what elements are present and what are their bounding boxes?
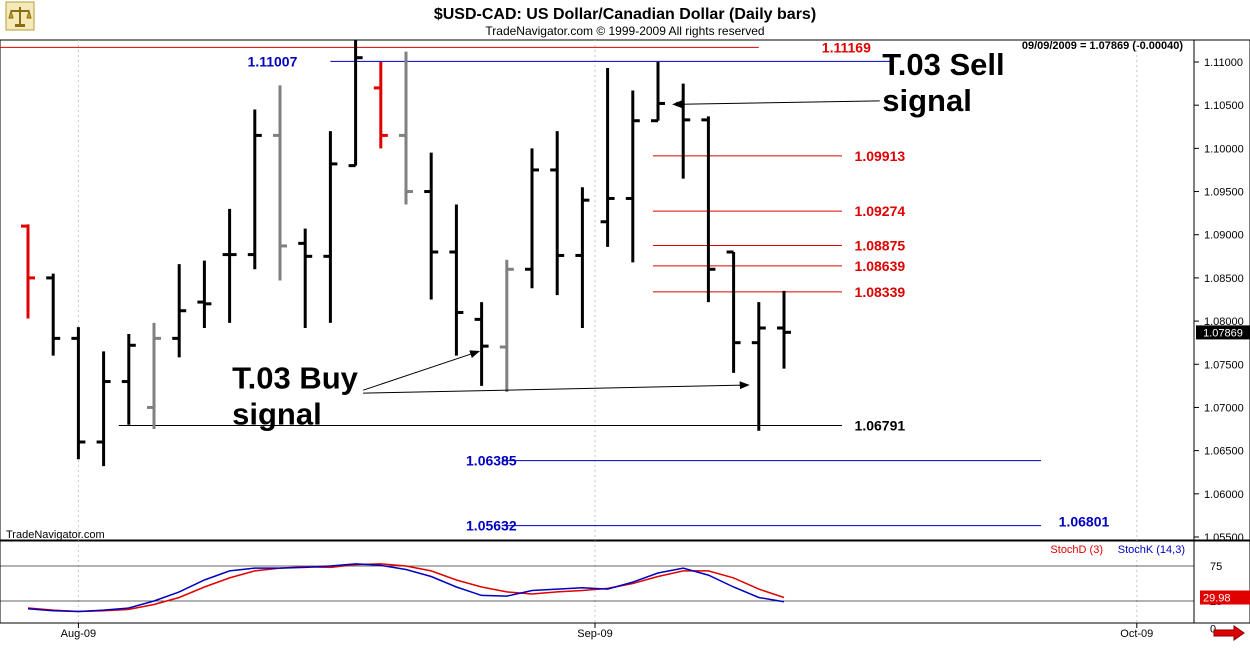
level-label: 1.06801 [1059, 513, 1110, 529]
y-tick-label: 1.07000 [1204, 402, 1244, 414]
ohlc-bar [147, 322, 161, 430]
ohlc-bar [46, 273, 61, 356]
balance-scale-icon[interactable] [5, 1, 35, 31]
annotations: T.03 Sell signal T.03 Buy signal [232, 47, 1005, 432]
annotation-arrow [363, 381, 750, 394]
level-label: 1.11169 [822, 39, 871, 55]
x-tick-label: Sep-09 [577, 628, 612, 640]
level-label: 1.09913 [855, 148, 906, 164]
y-tick-label: 1.08000 [1204, 316, 1244, 328]
ohlc-bar [323, 131, 338, 323]
y-tick-label: 1.09000 [1204, 230, 1244, 242]
level-label: 1.09274 [855, 203, 906, 219]
ohlc-bar [71, 327, 86, 460]
ohlc-bar [21, 224, 35, 319]
annotation-arrow [672, 100, 880, 109]
annotation-arrow [363, 350, 481, 391]
stochk-line [27, 563, 785, 613]
ohlc-bar [575, 187, 590, 328]
ohlc-bar [121, 334, 136, 425]
ohlc-bar [222, 208, 237, 323]
ohlc-bar [600, 68, 615, 247]
stochastic-panel-frame [0, 540, 1250, 624]
y-tick-label: 1.10000 [1204, 143, 1244, 155]
watermark: TradeNavigator.com [6, 529, 105, 541]
stochd-line [27, 563, 785, 613]
ohlc-bar [625, 90, 640, 263]
level-label: 1.05632 [466, 518, 517, 534]
ohlc-bar [197, 260, 212, 328]
header: $USD-CAD: US Dollar/Canadian Dollar (Dai… [5, 1, 816, 38]
ohlc-bar [373, 62, 388, 149]
price-readout: 09/09/2009 = 1.07869 (-0.00040) [1022, 40, 1183, 52]
ohlc-bar [298, 228, 313, 328]
annotation-text: T.03 Sell signal [882, 47, 1004, 118]
y-tick-label: 1.08500 [1204, 273, 1244, 285]
osc-y-tick-label: 75 [1210, 561, 1222, 573]
osc-y-tick-label: 0 [1210, 624, 1216, 636]
ohlc-bar [96, 351, 111, 467]
annotation-text: T.03 Buy signal [232, 360, 359, 431]
y-tick-label: 1.11000 [1204, 57, 1243, 69]
x-tick-label: Aug-09 [61, 628, 96, 640]
ohlc-bar [348, 40, 363, 168]
ohlc-bar [777, 290, 791, 369]
chart-subtitle: TradeNavigator.com © 1999-2009 All right… [485, 24, 764, 38]
ohlc-bar [550, 131, 565, 296]
ohlc-bar [701, 116, 716, 303]
ohlc-bar [651, 62, 665, 123]
ohlc-bar [726, 250, 741, 373]
y-tick-label: 1.06000 [1204, 489, 1244, 501]
ohlc-bar [247, 109, 262, 270]
chart-title: $USD-CAD: US Dollar/Canadian Dollar (Dai… [434, 6, 816, 23]
level-label: 1.06791 [855, 418, 906, 434]
ohlc-bar [399, 51, 413, 205]
level-label: 1.08875 [855, 238, 906, 254]
ohlc-bar [751, 302, 766, 431]
ohlc-bar [525, 148, 539, 289]
osc-last-label: 29.98 [1203, 593, 1231, 605]
price-bars [21, 40, 791, 467]
ohlc-bar [273, 85, 287, 281]
level-label: 1.08339 [855, 284, 906, 300]
price-axis: 1.11000 1.10500 1.10000 1.09500 1.09000 1.085… [1194, 57, 1250, 544]
level-label: 1.06385 [466, 453, 517, 469]
legend-stochk: StochK (14,3) [1118, 544, 1185, 556]
last-price-label: 1.07869 [1203, 327, 1243, 339]
right-arrow-icon[interactable] [1213, 625, 1245, 641]
y-tick-label: 1.07500 [1204, 359, 1244, 371]
osc-last-badge [1200, 590, 1250, 605]
ohlc-bar [474, 302, 489, 386]
y-tick-label: 1.06500 [1204, 446, 1244, 458]
ohlc-bar [424, 152, 439, 300]
date-axis: Aug-09 Sep-09 Oct-09 [61, 623, 1153, 640]
stochastic-panel: StochD (3) StochK (14,3) 7525029.98 [0, 540, 1250, 636]
level-label: 1.11007 [248, 53, 298, 69]
x-tick-label: Oct-09 [1120, 628, 1153, 640]
ohlc-bar [676, 83, 691, 179]
level-lines: 1.11169 1.11007 1.09913 1.09274 1.08875 1.086… [0, 39, 1110, 534]
ohlc-bar [172, 264, 187, 358]
y-tick-label: 1.09500 [1204, 187, 1244, 199]
last-price-badge [1196, 325, 1250, 340]
y-tick-label: 1.05500 [1204, 532, 1244, 544]
legend-stochd: StochD (3) [1050, 544, 1103, 556]
level-label: 1.08639 [855, 258, 906, 274]
ohlc-bar [499, 259, 514, 392]
ohlc-bar [449, 204, 464, 356]
price-panel-frame [0, 39, 1250, 541]
y-tick-label: 1.10500 [1204, 100, 1244, 112]
